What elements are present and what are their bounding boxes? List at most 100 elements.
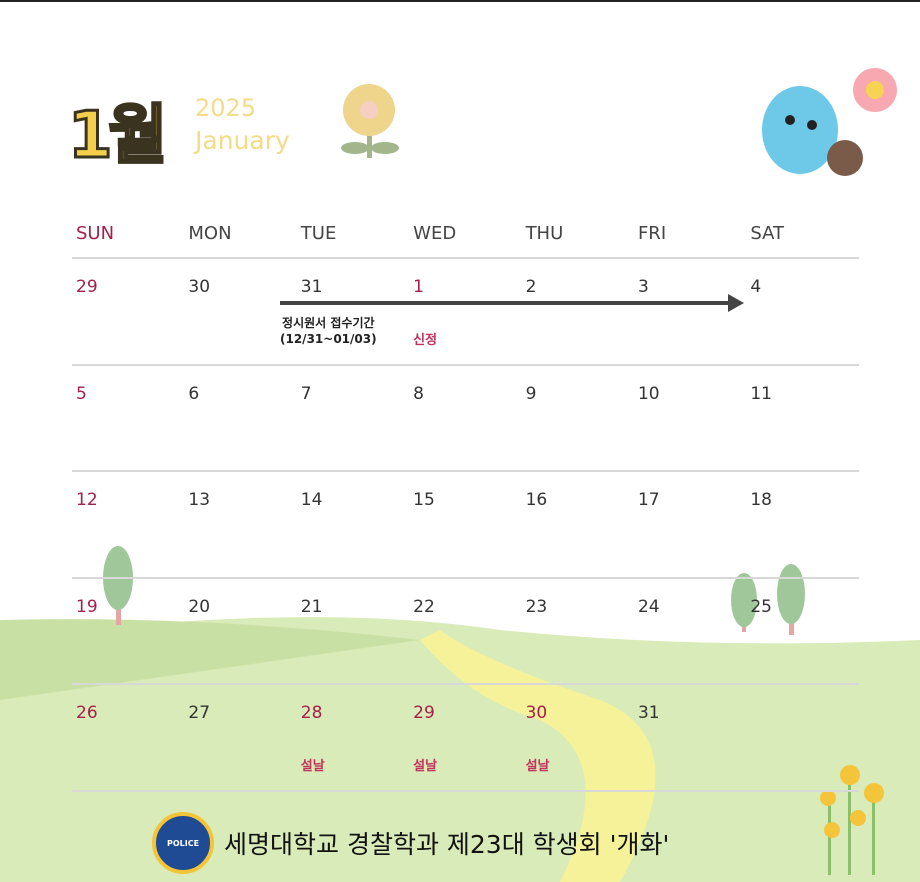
weekday-mon: MON — [188, 223, 232, 244]
day-cell[interactable]: 12 — [72, 472, 184, 577]
day-number: 1 — [413, 277, 424, 297]
day-cell[interactable]: 10 — [634, 366, 746, 471]
day-cell[interactable]: 31 — [634, 685, 746, 790]
day-cell[interactable]: 6 — [184, 366, 296, 471]
day-number: 30 — [188, 277, 211, 297]
day-number: 26 — [76, 703, 98, 723]
day-number: 22 — [413, 596, 435, 617]
day-cell[interactable]: 30 설날 — [522, 685, 634, 790]
day-cell[interactable]: 22 — [409, 579, 521, 684]
day-cell[interactable]: 16 — [522, 472, 634, 577]
day-cell[interactable]: 21 — [297, 579, 409, 684]
day-number: 13 — [188, 490, 211, 510]
day-number: 4 — [750, 277, 762, 297]
week-row: 5 6 7 8 9 10 11 — [72, 363, 859, 471]
grid-bottom-line — [72, 789, 859, 792]
day-cell[interactable]: 23 — [522, 579, 634, 684]
day-cell[interactable]: 3 — [634, 259, 746, 364]
day-number: 3 — [637, 277, 649, 297]
day-number: 5 — [76, 383, 87, 404]
badge-text: POLICE — [166, 838, 200, 848]
day-cell[interactable]: 11 — [746, 366, 858, 471]
day-number: 21 — [300, 596, 323, 617]
range-event: 정시원서 접수기간 (12/31~01/03) — [280, 315, 377, 347]
day-number: 24 — [637, 596, 660, 617]
day-cell[interactable]: 17 — [634, 472, 746, 577]
day-cell[interactable]: 29 설날 — [409, 685, 521, 790]
holiday-label: 신정 — [413, 333, 438, 348]
day-cell[interactable]: 30 — [184, 259, 296, 364]
day-number: 25 — [750, 596, 772, 617]
day-cell[interactable]: 14 — [297, 472, 409, 577]
footer: POLICE 세명대학교 경찰학과 제23대 학생회 '개화' — [152, 812, 669, 874]
year-label: 2025 — [195, 94, 257, 122]
top-border — [0, 0, 920, 2]
week-row: 19 20 21 22 23 24 25 — [72, 576, 859, 684]
day-cell[interactable]: 2 — [522, 259, 634, 364]
day-number: 23 — [525, 596, 548, 617]
day-cell[interactable]: 15 — [409, 472, 521, 577]
day-number: 2 — [525, 277, 537, 297]
weekday-tue: TUE — [300, 223, 337, 244]
day-cell[interactable]: 18 — [746, 472, 858, 577]
tree-icon — [731, 573, 757, 632]
day-cell[interactable]: 28 설날 — [297, 685, 409, 790]
day-number: 27 — [188, 703, 211, 723]
day-number: 17 — [637, 490, 660, 510]
month-english: January — [195, 126, 290, 155]
day-number: 12 — [76, 490, 98, 510]
day-number: 29 — [413, 703, 435, 723]
day-cell[interactable]: 5 — [72, 366, 184, 471]
day-cell[interactable]: 20 — [184, 579, 296, 684]
day-number: 19 — [76, 596, 98, 617]
day-number: 18 — [750, 490, 772, 510]
day-cell[interactable]: 7 — [297, 366, 409, 471]
day-cell[interactable]: 9 — [522, 366, 634, 471]
police-badge-logo: POLICE — [152, 812, 214, 874]
day-cell[interactable]: 1 신정 — [409, 259, 521, 364]
weekday-sun: SUN — [76, 223, 115, 244]
month-title: 1월 — [66, 98, 168, 175]
range-event-dates: (12/31~01/03) — [280, 332, 377, 346]
day-cell[interactable]: 31 — [297, 259, 409, 364]
holiday-label: 설날 — [413, 759, 438, 774]
weekday-fri: FRI — [637, 223, 667, 244]
calendar-grid: SUN MON TUE WED THU FRI SAT 29 30 31 1 신정 2 3 4 정시원서 접… — [72, 210, 859, 792]
day-number: 11 — [750, 383, 772, 404]
day-number: 16 — [525, 490, 548, 510]
day-cell[interactable] — [746, 685, 858, 790]
day-number: 7 — [300, 383, 312, 404]
period-arrow — [280, 294, 744, 312]
day-cell[interactable]: 29 — [72, 259, 184, 364]
weekday-thu: THU — [525, 223, 564, 244]
mascot-icon — [762, 68, 897, 176]
day-number: 8 — [413, 383, 424, 404]
range-event-title: 정시원서 접수기간 — [282, 316, 375, 330]
weekday-sat: SAT — [750, 223, 785, 244]
day-number: 31 — [637, 703, 660, 723]
day-number: 14 — [300, 490, 323, 510]
day-number: 15 — [413, 490, 435, 510]
week-row: 26 27 28 설날 29 설날 30 설날 31 — [72, 683, 859, 790]
week-row: 12 13 14 15 16 17 18 — [72, 470, 859, 577]
week-row: 29 30 31 1 신정 2 3 4 정시원서 접수기간 (12/31~01/03) — [72, 257, 859, 364]
day-number: 6 — [188, 383, 200, 404]
footer-text: 세명대학교 경찰학과 제23대 학생회 '개화' — [224, 830, 670, 859]
day-number: 31 — [300, 277, 323, 297]
day-number: 9 — [525, 383, 537, 404]
day-cell[interactable]: 4 — [746, 259, 858, 364]
day-cell[interactable]: 26 — [72, 685, 184, 790]
day-cell[interactable]: 8 — [409, 366, 521, 471]
tree-icon — [777, 564, 805, 635]
day-cell[interactable]: 25 — [746, 579, 858, 684]
day-cell[interactable]: 19 — [72, 579, 184, 684]
day-number: 10 — [637, 383, 660, 404]
sunflower-icon — [820, 765, 884, 875]
day-cell[interactable]: 24 — [634, 579, 746, 684]
day-number: 28 — [300, 703, 323, 723]
day-cell[interactable]: 27 — [184, 685, 296, 790]
day-number: 29 — [76, 277, 98, 297]
weekday-header: SUN MON TUE WED THU FRI SAT — [72, 210, 859, 257]
day-cell[interactable]: 13 — [184, 472, 296, 577]
flower-icon — [341, 84, 399, 158]
